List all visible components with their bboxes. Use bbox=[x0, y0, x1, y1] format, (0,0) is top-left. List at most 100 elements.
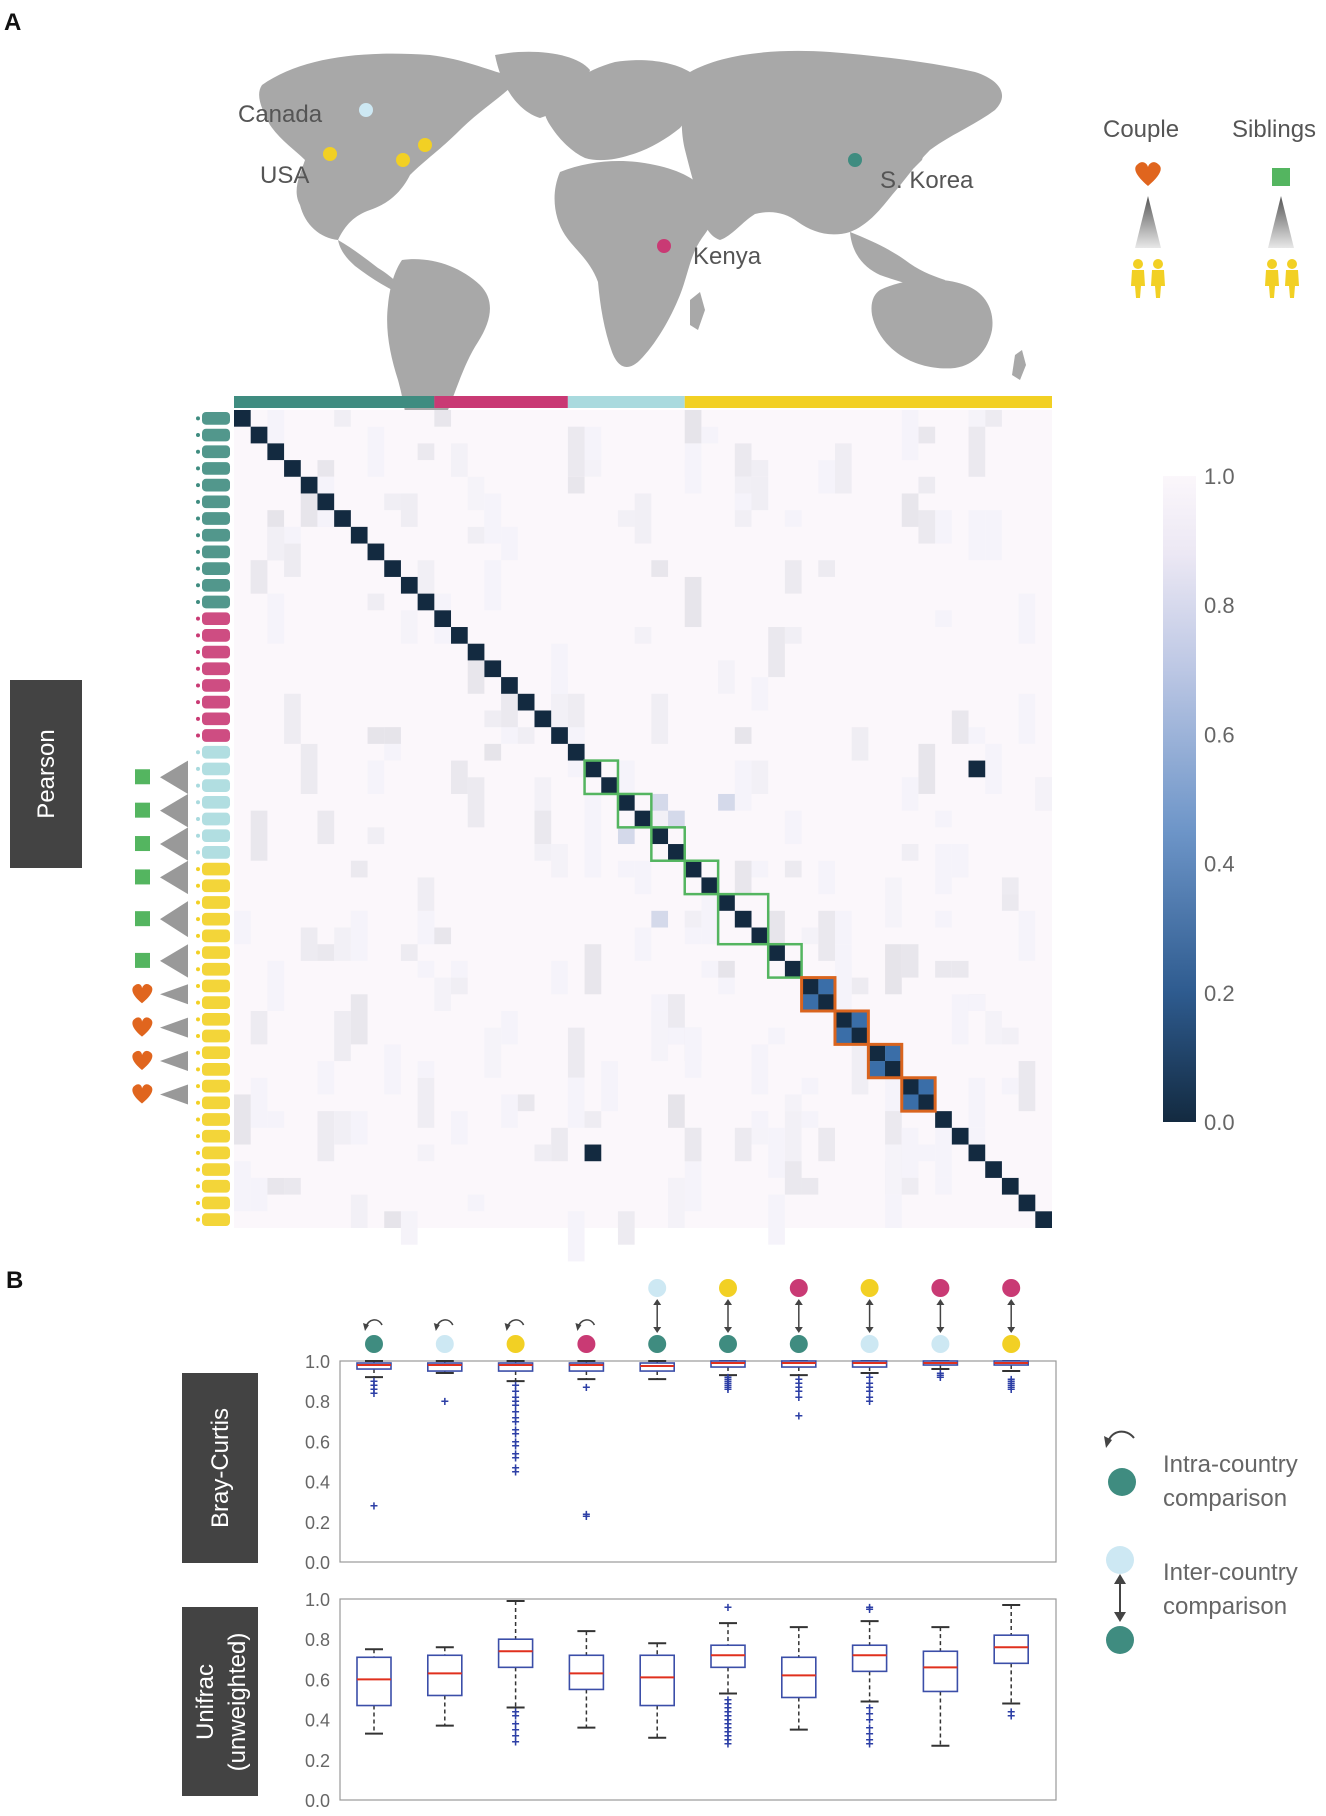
comparison-dot-top bbox=[719, 1279, 737, 1297]
heatmap-cell bbox=[935, 1127, 952, 1178]
flier-point: + bbox=[1007, 1708, 1015, 1724]
heatmap-cell bbox=[350, 860, 368, 878]
flier-point: + bbox=[370, 1377, 378, 1393]
colorbar-tick-label: 0.6 bbox=[1204, 722, 1235, 747]
flier-point: + bbox=[724, 1696, 732, 1712]
heatmap-cell bbox=[968, 426, 986, 477]
comparison-dot bbox=[365, 1335, 383, 1353]
row-people-icon bbox=[202, 495, 230, 509]
heatmap-cell bbox=[484, 1027, 502, 1078]
couple-highlight-box bbox=[866, 1042, 904, 1080]
comparison-dot bbox=[577, 1335, 596, 1353]
flier-point: + bbox=[724, 1736, 732, 1752]
flier-point: + bbox=[1007, 1373, 1015, 1389]
heatmap-cell bbox=[284, 693, 301, 744]
heatmap-cell bbox=[517, 727, 535, 744]
heatmap-cell bbox=[384, 1211, 401, 1228]
heatmap-cell bbox=[885, 944, 902, 995]
flier-point: + bbox=[512, 1389, 520, 1405]
pearson-heatmap bbox=[234, 410, 1052, 1262]
heatmap-cell bbox=[985, 510, 1002, 561]
heatmap-cell bbox=[834, 960, 852, 995]
heatmap-cell bbox=[567, 1077, 585, 1128]
heatmap-cell bbox=[501, 693, 518, 728]
row-dot bbox=[196, 750, 200, 755]
row-people-icon bbox=[202, 1146, 230, 1160]
pearson-label-box bbox=[10, 680, 82, 868]
heatmap-cell bbox=[918, 476, 936, 494]
usa-marker-west bbox=[323, 147, 337, 161]
row-dot bbox=[196, 783, 200, 788]
comparison-dot-bottom bbox=[648, 1335, 667, 1353]
heatmap-cell bbox=[501, 1010, 518, 1045]
row-dot bbox=[196, 683, 200, 688]
flier-point: + bbox=[512, 1413, 520, 1429]
heatmap-cell bbox=[617, 827, 635, 845]
couple-highlight-box bbox=[900, 1076, 937, 1113]
row-dot bbox=[196, 983, 200, 988]
row-dot bbox=[196, 1167, 200, 1172]
axes-frame bbox=[339, 1598, 1057, 1801]
row-people-icon bbox=[202, 1063, 230, 1076]
heatmap-cell bbox=[784, 1161, 802, 1195]
comparison-dot-top bbox=[789, 1279, 808, 1297]
heatmap-cell bbox=[634, 860, 652, 895]
row-people-icon bbox=[202, 1029, 230, 1043]
row-people-icon bbox=[202, 1179, 230, 1193]
row-people-icon bbox=[202, 896, 230, 909]
row-dot bbox=[196, 633, 200, 638]
flier-point: + bbox=[866, 1720, 874, 1736]
row-people-icon bbox=[202, 1213, 230, 1226]
map-markers bbox=[323, 103, 862, 253]
row-dot bbox=[196, 1200, 200, 1205]
heatmap-cell bbox=[367, 426, 385, 477]
unifrac-label: Unifrac bbox=[192, 1664, 219, 1740]
relation-cone-icon bbox=[160, 1017, 188, 1038]
heatmap-cell bbox=[818, 460, 835, 494]
heatmap-cell bbox=[317, 810, 335, 845]
box bbox=[710, 1644, 746, 1669]
heatmap-cell bbox=[951, 710, 969, 744]
legend-inter-line1: Inter-country bbox=[1163, 1559, 1298, 1586]
inter-arrow-head-up bbox=[936, 1299, 945, 1305]
heatmap-diagonal-cell bbox=[951, 1127, 969, 1145]
heatmap-cell bbox=[567, 1211, 585, 1262]
heatmap-cell bbox=[350, 910, 368, 961]
y-tick-label: 0.0 bbox=[305, 1553, 330, 1573]
heatmap-cell bbox=[451, 443, 468, 477]
double-arrow-head-down bbox=[1114, 1612, 1126, 1622]
flier-point: + bbox=[441, 1393, 449, 1409]
heatmap-cell bbox=[935, 510, 952, 544]
heatmap-cell bbox=[417, 877, 435, 911]
flier-point: + bbox=[724, 1708, 732, 1724]
heatmap-cell bbox=[534, 810, 552, 845]
heatmap-cell bbox=[384, 727, 401, 744]
flier-point: + bbox=[512, 1708, 520, 1724]
label-canada: Canada bbox=[238, 101, 323, 128]
heatmap-cell bbox=[734, 760, 752, 811]
heatmap-diagonal-cell bbox=[617, 793, 635, 811]
heatmap-cell bbox=[751, 860, 769, 878]
heatmap-cell bbox=[584, 844, 602, 878]
flier-point: + bbox=[866, 1736, 874, 1752]
row-people-icon bbox=[202, 478, 230, 492]
flier-point: + bbox=[512, 1383, 520, 1399]
couple-highlight-box bbox=[833, 1009, 870, 1046]
row-dot bbox=[196, 1134, 200, 1139]
comparison-dot-bottom bbox=[860, 1335, 879, 1353]
row-dot bbox=[196, 549, 200, 554]
comparison-dot-top bbox=[931, 1279, 950, 1297]
heatmap-cell bbox=[551, 960, 568, 995]
country-bar-segment bbox=[684, 396, 1052, 408]
row-dot bbox=[196, 883, 200, 888]
heatmap-cell bbox=[434, 927, 452, 945]
southeast-asia-landmass bbox=[850, 232, 945, 290]
heatmap-cell bbox=[451, 960, 468, 978]
sibling-square-icon bbox=[135, 911, 150, 927]
row-people-icon bbox=[202, 912, 230, 926]
row-dot bbox=[196, 1050, 200, 1055]
heatmap-cell bbox=[734, 860, 752, 895]
curved-arrow-icon bbox=[1107, 1430, 1135, 1443]
row-people-icon bbox=[202, 545, 230, 559]
heatmap-cell bbox=[918, 510, 936, 544]
